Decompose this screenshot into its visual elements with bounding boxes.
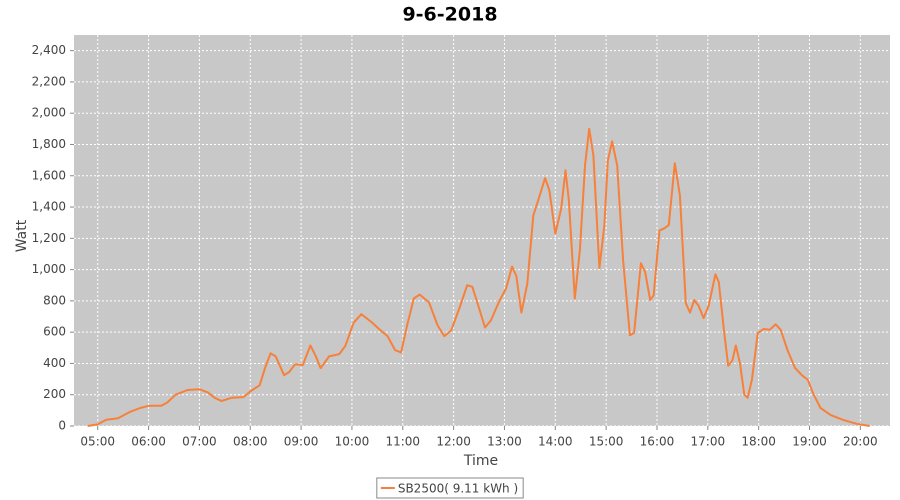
series-line: [87, 127, 870, 427]
x-tick-label: 06:00: [131, 435, 166, 449]
y-tick-label: 600: [43, 325, 66, 339]
x-tick-label: 05:00: [80, 435, 115, 449]
x-tick-label: 07:00: [182, 435, 217, 449]
x-tick-label: 10:00: [335, 435, 370, 449]
y-axis-label: Watt: [14, 219, 30, 252]
plot-area: [74, 35, 890, 426]
y-tick-label: 1,800: [32, 137, 66, 151]
x-tick-label: 15:00: [589, 435, 624, 449]
y-tick-label: 2,000: [32, 106, 66, 120]
y-tick-label: 2,200: [32, 74, 66, 88]
y-tick-label: 0: [58, 419, 66, 433]
y-tick-label: 800: [43, 293, 66, 307]
x-tick-label: 13:00: [487, 435, 522, 449]
y-tick-label: 1,000: [32, 262, 66, 276]
x-tick-label: 16:00: [640, 435, 675, 449]
legend-box: [376, 477, 524, 499]
y-tick-label: 1,400: [32, 200, 66, 214]
legend-label: SB2500( 9.11 kWh ): [398, 482, 518, 496]
x-tick-label: 19:00: [792, 435, 827, 449]
y-tick-label: 200: [43, 387, 66, 401]
y-tick-label: 1,200: [32, 231, 66, 245]
x-tick-label: 09:00: [284, 435, 319, 449]
x-tick-label: 11:00: [385, 435, 420, 449]
x-tick-label: 14:00: [538, 435, 573, 449]
chart-title: 9-6-2018: [402, 4, 497, 26]
x-tick-label: 12:00: [436, 435, 471, 449]
y-tick-label: 2,400: [32, 43, 66, 57]
x-axis-label: Time: [463, 453, 498, 469]
x-tick-label: 17:00: [691, 435, 726, 449]
y-tick-label: 1,600: [32, 168, 66, 182]
x-tick-label: 18:00: [741, 435, 776, 449]
x-tick-label: 08:00: [233, 435, 268, 449]
y-tick-label: 400: [43, 356, 66, 370]
x-tick-label: 20:00: [843, 435, 878, 449]
